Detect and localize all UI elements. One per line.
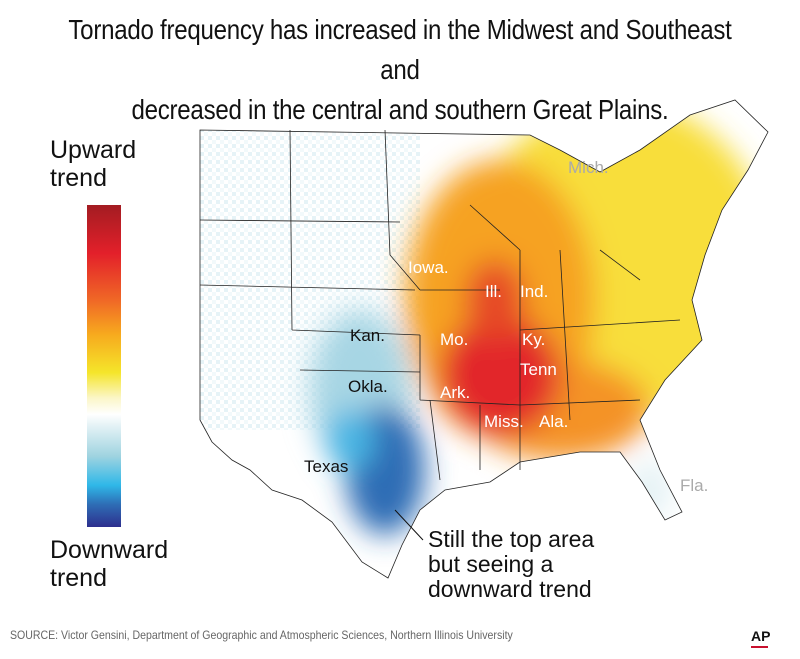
label-tenn: Tenn (520, 360, 557, 379)
legend-top-line1: Upward (50, 136, 137, 164)
ap-logo-underline (751, 646, 768, 648)
texas-annotation: Still the top area but seeing a downward… (428, 527, 594, 602)
label-texas: Texas (304, 457, 349, 476)
label-iowa: Iowa. (408, 258, 449, 277)
legend-downward-label: Downward trend (50, 536, 168, 592)
annotation-line3: downward trend (428, 576, 592, 602)
title-line-2: decreased in the central and southern Gr… (131, 94, 669, 125)
red-core-region (440, 315, 560, 435)
label-la: La. (457, 460, 481, 479)
chart-title: Tornado frequency has increased in the M… (56, 10, 744, 130)
annotation-line2: but seeing a (428, 551, 554, 577)
ap-logo: AP (751, 628, 771, 644)
legend-bottom-line2: trend (50, 564, 107, 592)
label-mo: Mo. (440, 330, 469, 349)
label-ala: Ala. (539, 412, 569, 431)
label-miss: Miss. (484, 412, 524, 431)
state-borders (199, 99, 769, 579)
label-kan: Kan. (350, 326, 385, 345)
source-credit: SOURCE: Victor Gensini, Department of Ge… (10, 628, 513, 642)
red-illinois-region (465, 260, 525, 340)
label-ind: Ind. (520, 282, 549, 301)
annotation-line1: Still the top area (428, 526, 595, 552)
legend-upward-label: Upward trend (50, 136, 136, 192)
label-ark: Ark. (440, 383, 471, 402)
annotation-leader-line (394, 509, 424, 541)
label-ill: Ill. (485, 282, 502, 301)
legend-color-bar (87, 205, 121, 527)
legend-top-line2: trend (50, 164, 107, 192)
label-fla: Fla. (680, 476, 709, 495)
label-ky: Ky. (522, 330, 546, 349)
label-mich: Mich. (568, 158, 609, 177)
title-line-1: Tornado frequency has increased in the M… (68, 14, 732, 85)
florida-light (630, 460, 670, 520)
label-okla: Okla. (348, 377, 388, 396)
legend-bottom-line1: Downward (50, 536, 169, 564)
cyan-texas-edge (325, 410, 375, 470)
